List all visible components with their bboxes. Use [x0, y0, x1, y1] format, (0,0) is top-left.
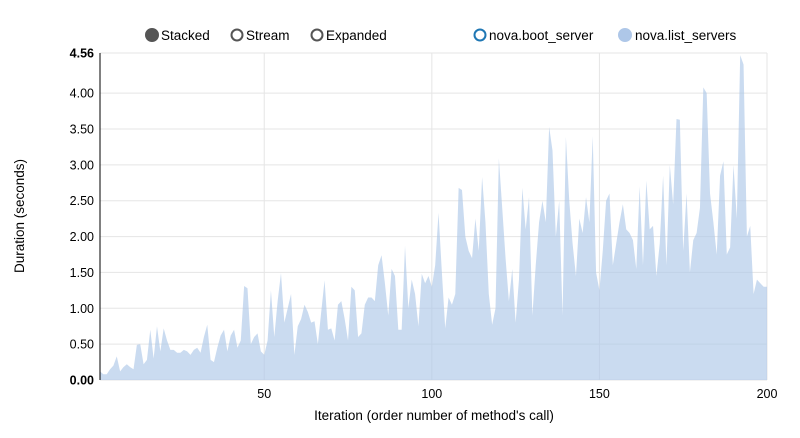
x-tick-label: 200 [757, 387, 778, 401]
x-axis-label: Iteration (order number of method's call… [314, 408, 554, 423]
x-tick-label: 50 [257, 387, 271, 401]
legend-label: nova.boot_server [489, 28, 594, 43]
x-tick-label: 150 [589, 387, 610, 401]
control-label: Expanded [326, 28, 387, 43]
legend: nova.boot_server nova.list_servers [473, 28, 737, 43]
area-series-nova-list-servers[interactable] [100, 55, 767, 381]
y-tick-label: 3.50 [70, 123, 94, 137]
y-axis-label: Duration (seconds) [12, 159, 27, 273]
y-tick-label: 1.00 [70, 302, 94, 316]
y-tick-label: 0.50 [70, 338, 94, 352]
radio-filled-icon [145, 28, 159, 42]
radio-empty-icon [230, 28, 244, 42]
legend-item-nova-boot-server[interactable]: nova.boot_server [473, 28, 594, 43]
control-stream[interactable]: Stream [230, 28, 290, 43]
control-expanded[interactable]: Expanded [310, 28, 387, 43]
radio-empty-icon [310, 28, 324, 42]
x-axis-ticks: 50 100 150 200 [257, 387, 777, 401]
x-tick-label: 100 [421, 387, 442, 401]
area-layer [100, 55, 767, 381]
y-tick-label: 2.50 [70, 194, 94, 208]
chart-style-controls: Stacked Stream Expanded [145, 28, 387, 43]
legend-item-nova-list-servers[interactable]: nova.list_servers [618, 28, 737, 43]
y-tick-label: 1.50 [70, 266, 94, 280]
control-stacked[interactable]: Stacked [145, 28, 210, 43]
legend-empty-circle-icon [473, 28, 487, 42]
y-tick-label: 4.56 [70, 47, 94, 61]
y-tick-label: 4.00 [70, 87, 94, 101]
legend-label: nova.list_servers [635, 28, 737, 43]
legend-filled-circle-icon [618, 28, 632, 42]
y-axis-ticks: 0.00 0.50 1.00 1.50 2.00 2.50 3.00 3.50 4.00 4.56 [70, 47, 94, 388]
control-label: Stream [246, 28, 290, 43]
y-tick-label: 0.00 [70, 374, 94, 388]
y-tick-label: 3.00 [70, 158, 94, 172]
control-label: Stacked [161, 28, 210, 43]
y-tick-label: 2.00 [70, 230, 94, 244]
